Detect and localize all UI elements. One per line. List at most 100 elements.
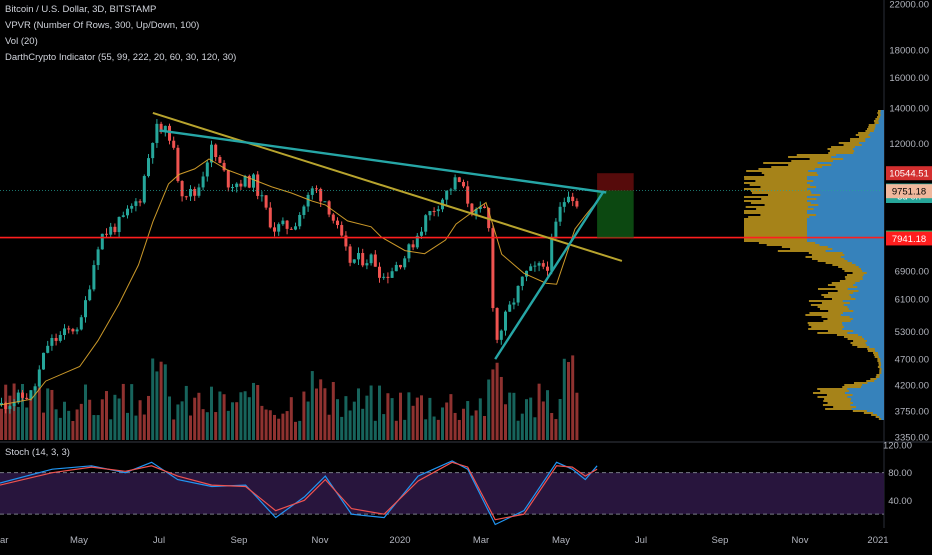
vpvr-row-up — [870, 136, 884, 138]
vpvr-row-up — [874, 348, 884, 350]
candle — [298, 214, 302, 227]
vpvr-row-up — [807, 178, 884, 180]
volume-bar — [222, 394, 226, 440]
vpvr-row-up — [818, 174, 884, 176]
candle — [537, 263, 541, 266]
candle — [562, 202, 566, 207]
vpvr-row-up — [810, 190, 884, 192]
volume-bar — [281, 413, 285, 440]
vpvr-row-up — [842, 300, 884, 302]
candle — [205, 162, 209, 177]
vpvr-row-up — [880, 360, 884, 362]
candle — [231, 187, 234, 189]
volume-bar — [92, 415, 96, 440]
candle — [226, 170, 230, 188]
candle — [529, 266, 533, 271]
volume-bar — [184, 385, 188, 440]
volume-bar — [466, 401, 470, 440]
volume-bar — [365, 395, 369, 440]
vpvr-row-up — [863, 338, 884, 340]
vpvr-row-up — [847, 396, 884, 398]
vpvr-row-up — [881, 370, 884, 372]
volume-bar — [197, 392, 201, 440]
vpvr-row-up — [856, 406, 884, 408]
volume-bar — [571, 355, 575, 440]
symbol-title[interactable]: Bitcoin / U.S. Dollar, 3D, BITSTAMP — [5, 4, 157, 15]
volume-bar — [298, 420, 302, 440]
volume-bar — [130, 384, 134, 440]
stoch-legend[interactable]: Stoch (14, 3, 3) — [5, 447, 70, 458]
candle — [348, 246, 352, 263]
vpvr-row-up — [809, 216, 884, 218]
indicator-legend[interactable]: DarthCrypto Indicator (55, 99, 222, 20, … — [5, 52, 237, 63]
volume-bar — [478, 398, 482, 440]
volume-bar — [457, 419, 461, 440]
candle — [533, 265, 537, 267]
vpvr-row-up — [851, 262, 884, 264]
candle — [399, 264, 402, 268]
volume-legend[interactable]: Vol (20) — [5, 36, 38, 47]
volume-bar — [231, 402, 234, 440]
trendline — [152, 112, 623, 262]
volume-bar — [117, 398, 121, 440]
vpvr-row-up — [844, 392, 884, 394]
vpvr-row-up — [810, 184, 884, 186]
volume-bar — [273, 414, 276, 440]
volume-bar — [189, 415, 192, 440]
volume-bar — [88, 399, 92, 440]
volume-bar — [151, 358, 155, 440]
vpvr-row-up — [869, 346, 884, 348]
vpvr-row-up — [872, 412, 884, 414]
volume-bar — [58, 417, 62, 440]
vpvr-row-up — [880, 366, 884, 368]
volume-bar — [96, 415, 100, 440]
vpvr-row-up — [853, 284, 884, 286]
volume-bar — [420, 395, 423, 440]
candle — [357, 253, 360, 260]
vpvr-row-up — [879, 416, 884, 418]
vpvr-profile — [744, 110, 884, 420]
vpvr-row-up — [860, 268, 884, 270]
vpvr-legend[interactable]: VPVR (Number Of Rows, 300, Up/Down, 100) — [5, 20, 200, 31]
time-tick-label: May — [70, 535, 88, 546]
volume-bar — [508, 392, 512, 440]
candle — [361, 253, 365, 266]
vpvr-row-up — [816, 198, 884, 200]
vpvr-row-up — [853, 292, 884, 294]
vpvr-row-up — [851, 408, 884, 410]
vpvr-row-up — [859, 280, 884, 282]
candle — [218, 157, 222, 163]
candle — [525, 270, 528, 277]
vpvr-row-up — [861, 386, 884, 388]
candle — [382, 276, 386, 278]
vpvr-row-up — [867, 382, 884, 384]
volume-bar — [424, 419, 428, 440]
vpvr-row-up — [842, 324, 884, 326]
vpvr-row-up — [844, 258, 884, 260]
candle — [126, 208, 129, 216]
volume-bar — [180, 401, 184, 440]
volume-bar — [428, 397, 432, 440]
time-tick-label: Nov — [792, 535, 809, 546]
vpvr-row-up — [866, 410, 884, 412]
vpvr-row-up — [840, 256, 884, 258]
candle — [319, 189, 323, 202]
candle — [63, 328, 66, 336]
price-tag — [886, 184, 932, 199]
candle — [79, 317, 83, 330]
price-tick-label: 22000.00 — [889, 0, 929, 11]
candle — [189, 189, 192, 197]
volume-bar — [554, 419, 558, 440]
candle — [243, 175, 247, 187]
vpvr-row-up — [862, 270, 884, 272]
vpvr-row-up — [866, 272, 884, 274]
vpvr-row-up — [848, 308, 884, 310]
vpvr-row-up — [807, 238, 884, 240]
volume-bar — [302, 391, 306, 440]
vpvr-row-up — [831, 164, 884, 166]
price-tick-label: 6100.00 — [895, 295, 929, 306]
candles — [0, 119, 579, 414]
volume-bar — [436, 419, 440, 440]
